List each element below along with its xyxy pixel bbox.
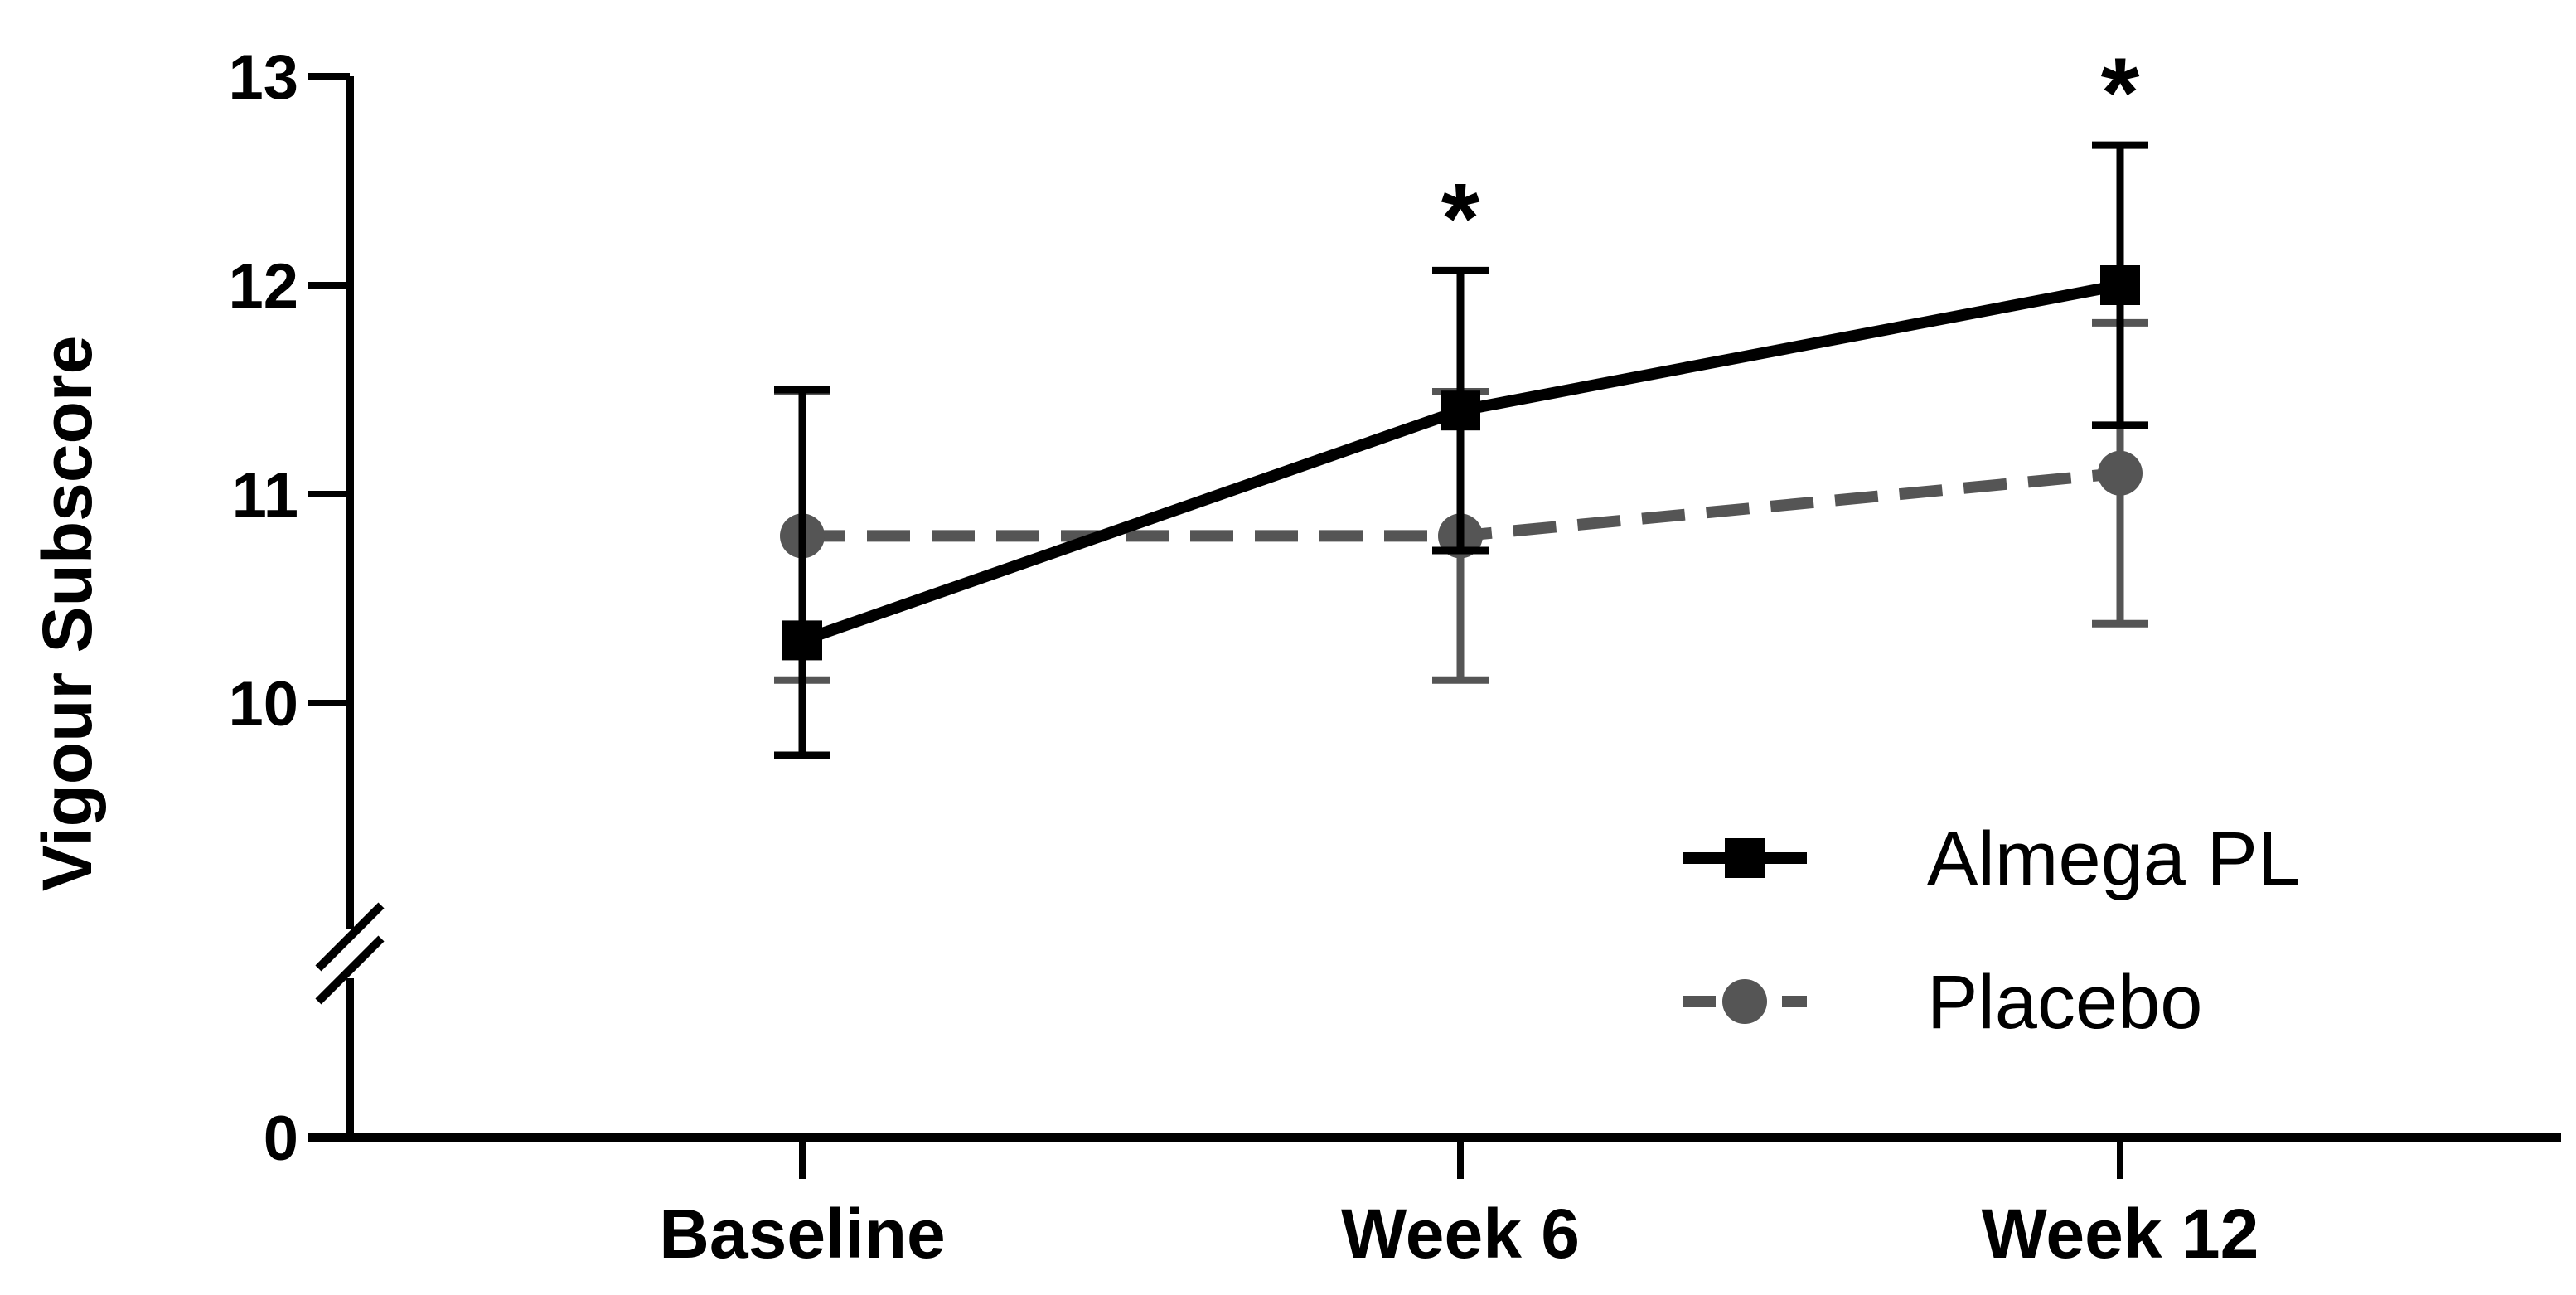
axis-break-mark <box>315 935 385 1005</box>
error-bar <box>774 386 830 759</box>
significance-marker: * <box>2101 37 2140 148</box>
legend-label: Placebo <box>1927 960 2202 1045</box>
axis-break-mark <box>315 902 385 972</box>
legend-marker-square <box>1725 838 1765 878</box>
legend-marker-circle <box>1722 979 1767 1024</box>
x-tick-label: Baseline <box>659 1195 946 1273</box>
series: ** <box>774 37 2148 759</box>
legend-label: Almega PL <box>1927 817 2300 901</box>
significance-marker: * <box>1441 162 1480 274</box>
x-tick-label: Week 12 <box>1982 1195 2259 1273</box>
y-tick-label: 0 <box>264 1103 298 1174</box>
legend-item-placebo: Placebo <box>1683 960 2202 1045</box>
data-point-square <box>782 620 822 661</box>
x-tick-label: Week 6 <box>1341 1195 1580 1273</box>
y-tick-label: 11 <box>232 460 298 531</box>
data-point-circle <box>2098 450 2143 496</box>
series-almega-pl <box>774 141 2148 759</box>
data-point-square <box>1441 390 1480 431</box>
y-tick-label: 13 <box>228 42 298 113</box>
axes: 0 10 11 12 13 Baseline Week 6 Week 12 <box>228 42 2561 1273</box>
y-tick-label: 10 <box>228 669 298 740</box>
y-axis-title: Vigour Subscore <box>28 336 106 892</box>
legend: Almega PL Placebo <box>1683 817 2300 1045</box>
legend-item-almega-pl: Almega PL <box>1683 817 2300 901</box>
data-point-square <box>2100 265 2140 305</box>
y-tick-label: 12 <box>228 251 298 322</box>
y-axis-title-group: Vigour Subscore <box>28 336 106 892</box>
